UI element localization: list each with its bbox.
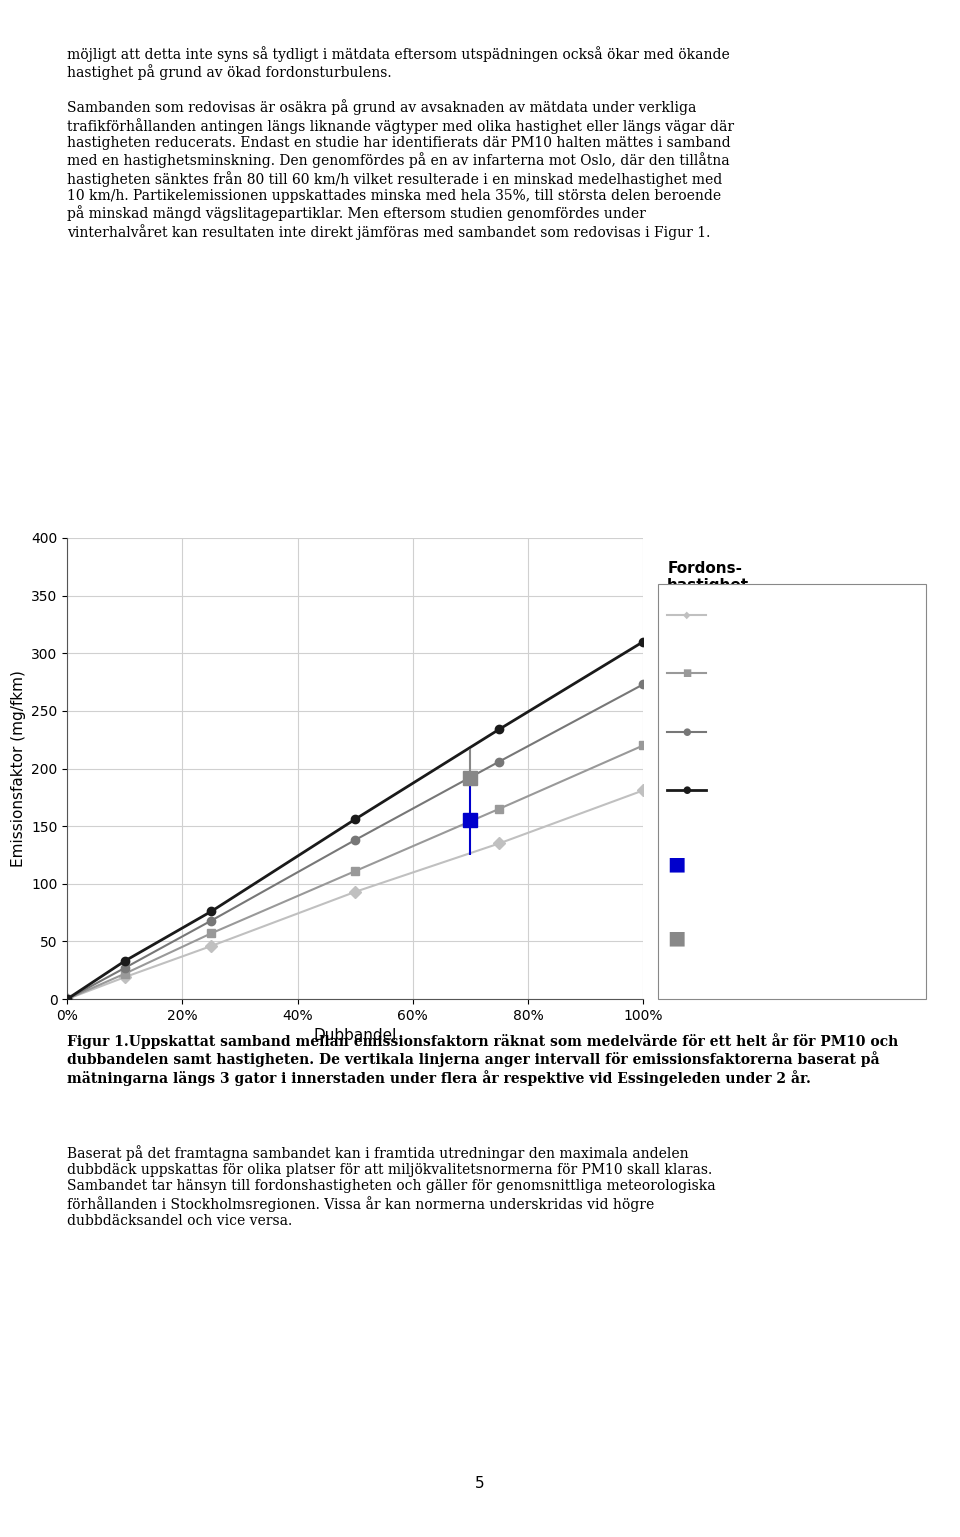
20 km/h	[349, 882, 361, 901]
20 km/h	[205, 938, 217, 956]
Text: 40 km/h: 40 km/h	[712, 666, 769, 681]
80 km/h	[493, 753, 505, 772]
120 km/h	[349, 810, 361, 828]
Line: 80 km/h: 80 km/h	[63, 681, 647, 1004]
Text: ●: ●	[683, 785, 690, 795]
Text: Baserat på det framtagna sambandet kan i framtida utredningar den maximala andel: Baserat på det framtagna sambandet kan i…	[67, 1145, 716, 1228]
40 km/h	[205, 924, 217, 942]
Line: 40 km/h: 40 km/h	[63, 741, 647, 1004]
120 km/h	[637, 633, 649, 652]
X-axis label: Dubbandel: Dubbandel	[314, 1028, 396, 1044]
Text: 20 km/h: 20 km/h	[712, 607, 769, 622]
80 km/h	[637, 675, 649, 693]
Text: ■: ■	[682, 669, 691, 678]
Text: möjligt att detta inte syns så tydligt i mätdata eftersom utspädningen också öka: möjligt att detta inte syns så tydligt i…	[67, 46, 734, 240]
120 km/h	[61, 990, 73, 1008]
120 km/h	[119, 951, 131, 970]
80 km/h	[119, 959, 131, 978]
Text: ●: ●	[683, 727, 690, 736]
Text: 120 km/h: 120 km/h	[712, 782, 778, 798]
40 km/h	[61, 990, 73, 1008]
120 km/h	[493, 719, 505, 739]
80 km/h	[61, 990, 73, 1008]
Text: Fordons-
hastighet: Fordons- hastighet	[667, 561, 750, 593]
Text: Innerstaden: Innerstaden	[712, 856, 796, 871]
Text: Figur 1.Uppskattat samband mellan emissionsfaktorn räknat som medelvärde för ett: Figur 1.Uppskattat samband mellan emissi…	[67, 1033, 899, 1085]
40 km/h	[349, 862, 361, 881]
80 km/h	[349, 830, 361, 848]
40 km/h	[493, 799, 505, 818]
Text: 80 km/h: 80 km/h	[712, 724, 769, 739]
40 km/h	[119, 965, 131, 984]
Text: Essingeleden
(L:a Essingen): Essingeleden (L:a Essingen)	[712, 922, 810, 953]
Y-axis label: Emissionsfaktor (mg/fkm): Emissionsfaktor (mg/fkm)	[11, 670, 26, 867]
Line: 20 km/h: 20 km/h	[63, 787, 647, 1004]
20 km/h	[119, 968, 131, 987]
Line: 120 km/h: 120 km/h	[63, 638, 647, 1004]
20 km/h	[493, 835, 505, 853]
Text: ■: ■	[667, 855, 685, 873]
120 km/h	[205, 902, 217, 921]
80 km/h	[205, 911, 217, 930]
Text: ■: ■	[667, 928, 685, 947]
40 km/h	[637, 736, 649, 755]
Text: 5: 5	[475, 1476, 485, 1491]
20 km/h	[61, 990, 73, 1008]
20 km/h	[637, 781, 649, 799]
Text: ◆: ◆	[683, 610, 690, 619]
